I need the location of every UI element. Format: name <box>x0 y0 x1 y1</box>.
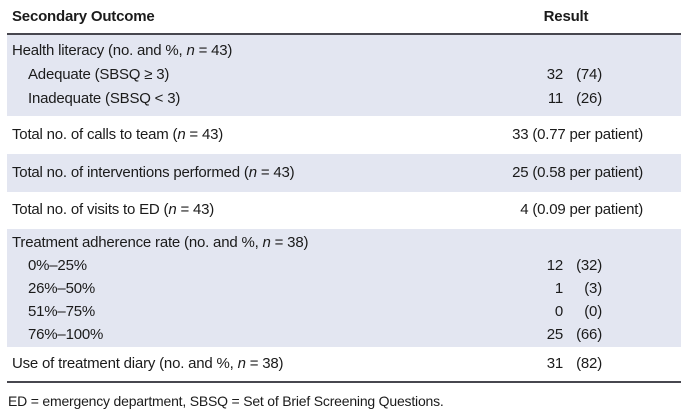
table-row: 51%–75% 0 (0) <box>7 300 681 323</box>
table-footnote: ED = emergency department, SBSQ = Set of… <box>8 393 444 409</box>
row-label-text: 51%–75% <box>28 303 95 320</box>
row-label-suffix: = 43) <box>185 126 224 143</box>
row-label-text: Use of treatment diary (no. and %, <box>12 355 238 372</box>
result-cell: 11 (26) <box>467 87 602 111</box>
row-label-text: Inadequate (SBSQ < 3) <box>28 90 181 107</box>
header-rule <box>7 33 681 35</box>
result-count: 32 <box>546 66 563 83</box>
n-variable: n <box>177 126 186 143</box>
result-count: 12 <box>546 257 563 274</box>
row-label-suffix: = 43) <box>176 201 215 218</box>
result-percent: (74) <box>576 66 602 83</box>
table-row: Total no. of interventions performed (n … <box>7 161 681 185</box>
row-label: Total no. of interventions performed (n … <box>7 161 467 185</box>
calls-to-team-block: Total no. of calls to team (n = 43) 33 (… <box>7 116 681 154</box>
result-percent: (3) <box>584 280 602 297</box>
result-cell: 25 (66) <box>467 323 602 346</box>
row-label-suffix: = 38) <box>270 234 309 251</box>
header-result: Result <box>543 8 589 25</box>
n-variable: n <box>237 355 246 372</box>
row-label: Adequate (SBSQ ≥ 3) <box>7 63 467 87</box>
row-label-text: 0%–25% <box>28 257 87 274</box>
result-count: 1 <box>554 280 563 297</box>
row-label-text: Total no. of interventions performed ( <box>12 164 249 181</box>
row-label: 76%–100% <box>7 323 467 346</box>
result-cell: 12 (32) <box>467 254 602 277</box>
result-cell: 33 (0.77 per patient) <box>512 126 643 143</box>
row-label: Total no. of calls to team (n = 43) <box>7 123 467 147</box>
result-percent: (26) <box>576 90 602 107</box>
treatment-adherence-block: Treatment adherence rate (no. and %, n =… <box>7 229 681 347</box>
result-percent: (0) <box>584 303 602 320</box>
header-secondary-outcome: Secondary Outcome <box>12 8 155 25</box>
result-cell: 1 (3) <box>467 277 602 300</box>
row-label: Treatment adherence rate (no. and %, n =… <box>7 231 681 254</box>
n-variable: n <box>186 42 195 59</box>
result-cell: 32 (74) <box>467 63 602 87</box>
result-cell: 0 (0) <box>467 300 602 323</box>
table-row: Total no. of calls to team (n = 43) 33 (… <box>7 123 681 147</box>
n-variable: n <box>168 201 177 218</box>
result-count: 0 <box>554 303 563 320</box>
interventions-block: Total no. of interventions performed (n … <box>7 154 681 192</box>
health-literacy-block: Health literacy (no. and %, n = 43) Adeq… <box>7 35 681 116</box>
row-label: 0%–25% <box>7 254 467 277</box>
n-variable: n <box>262 234 271 251</box>
table-row: Adequate (SBSQ ≥ 3) 32 (74) <box>7 63 681 87</box>
result-count: 31 <box>546 355 563 372</box>
row-label: 51%–75% <box>7 300 467 323</box>
table-row: Treatment adherence rate (no. and %, n =… <box>7 231 681 254</box>
row-label: Total no. of visits to ED (n = 43) <box>7 198 467 222</box>
row-label-text: Treatment adherence rate (no. and %, <box>12 234 263 251</box>
row-label-text: Adequate (SBSQ ≥ 3) <box>28 66 170 83</box>
table-row: Health literacy (no. and %, n = 43) <box>7 39 681 63</box>
row-label-suffix: = 43) <box>194 42 233 59</box>
result-percent: (82) <box>576 355 602 372</box>
row-label-text: Total no. of visits to ED ( <box>12 201 169 218</box>
row-label: 26%–50% <box>7 277 467 300</box>
table-header-row: Secondary Outcome Result <box>7 0 681 33</box>
row-label-text: 26%–50% <box>28 280 95 297</box>
result-count: 25 <box>546 326 563 343</box>
result-count: 11 <box>547 90 563 107</box>
row-label-suffix: = 43) <box>256 164 295 181</box>
result-percent: (66) <box>576 326 602 343</box>
row-label-text: Total no. of calls to team ( <box>12 126 178 143</box>
row-label: Health literacy (no. and %, n = 43) <box>7 39 681 63</box>
row-label: Inadequate (SBSQ < 3) <box>7 87 467 111</box>
table-row: 76%–100% 25 (66) <box>7 323 681 346</box>
table-row: Inadequate (SBSQ < 3) 11 (26) <box>7 87 681 111</box>
result-cell: 31 (82) <box>467 352 602 376</box>
secondary-outcomes-table: Secondary Outcome Result Health literacy… <box>7 0 681 410</box>
table-row: Use of treatment diary (no. and %, n = 3… <box>7 352 681 376</box>
table-row: 0%–25% 12 (32) <box>7 254 681 277</box>
result-cell: 25 (0.58 per patient) <box>512 164 643 181</box>
footer-rule <box>7 381 681 383</box>
row-label-text: 76%–100% <box>28 326 104 343</box>
table-row: 26%–50% 1 (3) <box>7 277 681 300</box>
row-label-suffix: = 38) <box>245 355 284 372</box>
row-label-text: Health literacy (no. and %, <box>12 42 187 59</box>
treatment-diary-block: Use of treatment diary (no. and %, n = 3… <box>7 347 681 381</box>
result-percent: (32) <box>576 257 602 274</box>
result-cell: 4 (0.09 per patient) <box>520 201 643 218</box>
ed-visits-block: Total no. of visits to ED (n = 43) 4 (0.… <box>7 192 681 229</box>
row-label: Use of treatment diary (no. and %, n = 3… <box>7 352 467 376</box>
table-row: Total no. of visits to ED (n = 43) 4 (0.… <box>7 198 681 222</box>
n-variable: n <box>248 164 257 181</box>
